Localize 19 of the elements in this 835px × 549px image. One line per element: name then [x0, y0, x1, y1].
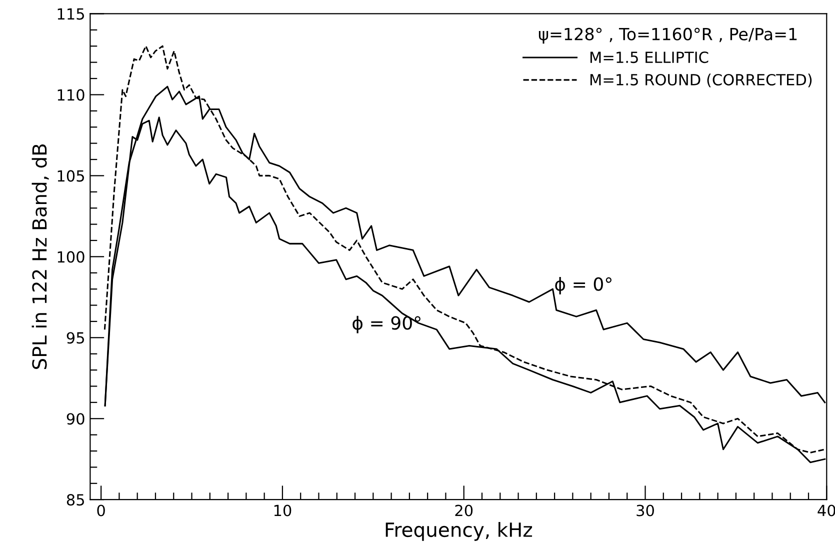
y-tick-label: 95 [66, 332, 84, 344]
annotation: ϕ = 90° [352, 316, 420, 334]
legend-label: M=1.5 ROUND (CORRECTED) [590, 74, 812, 88]
x-tick-label: 30 [636, 504, 654, 516]
x-tick-label: 10 [274, 504, 292, 516]
y-tick-label: 100 [58, 251, 84, 263]
y-tick-label: 105 [58, 170, 84, 182]
x-axis-title: Frequency, kHz [386, 522, 532, 541]
x-tick-label: 40 [818, 504, 835, 516]
x-tick-label: 20 [455, 504, 473, 516]
y-tick-label: 90 [66, 413, 84, 425]
legend-title: ψ=128° , To=1160°R , Pe/Pa=1 [538, 28, 797, 44]
y-tick-label: 85 [66, 494, 84, 506]
y-tick-label: 115 [58, 8, 84, 20]
x-tick-label: 0 [97, 504, 105, 516]
annotation: ϕ = 0° [555, 276, 612, 294]
y-axis-title: SPL in 122 Hz Band, dB [32, 144, 49, 370]
y-tick-label: 110 [58, 89, 84, 101]
legend-label: M=1.5 ELLIPTIC [590, 52, 708, 64]
